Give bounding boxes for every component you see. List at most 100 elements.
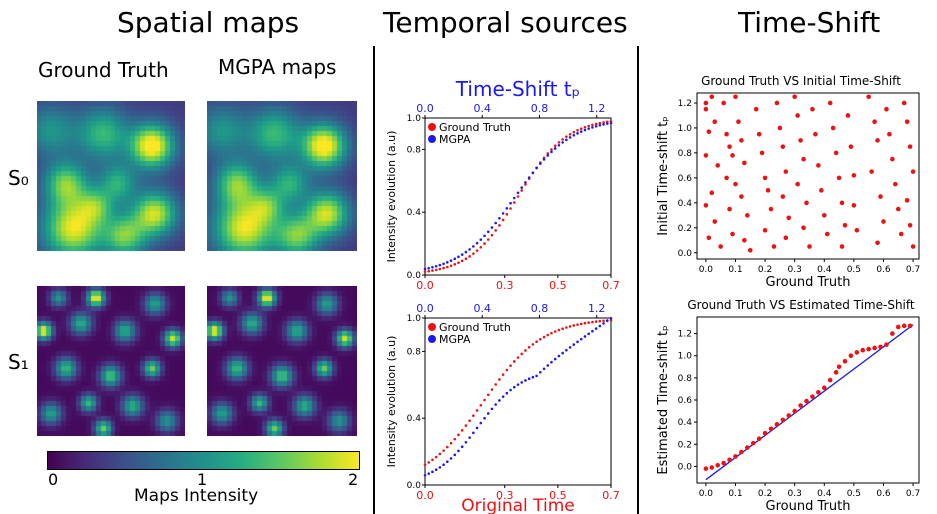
- data-point-ground-truth: [446, 265, 449, 269]
- data-point-ground-truth: [438, 452, 442, 456]
- data-point: [777, 125, 783, 131]
- y-tick-label: 1.2: [678, 99, 692, 109]
- x-tick-label: 0.3: [788, 489, 802, 499]
- data-point-mgpa: [468, 436, 471, 439]
- data-point-mgpa: [583, 128, 587, 132]
- plot-frame-ts-initial: [696, 92, 920, 260]
- data-point: [706, 129, 712, 134]
- data-point-mgpa: [438, 263, 442, 267]
- data-point-ground-truth: [472, 252, 475, 255]
- top-tick-label: 0.0: [416, 302, 434, 315]
- data-point: [875, 240, 880, 246]
- data-point-mgpa: [561, 351, 564, 355]
- data-point: [703, 106, 709, 112]
- data-point: [703, 153, 709, 158]
- data-point-mgpa: [438, 466, 442, 469]
- x-tick-label: 0.7: [602, 489, 620, 502]
- x-tick-label: 0.5: [549, 489, 567, 502]
- colorbar-tick-1: 1: [197, 470, 208, 489]
- data-point-ground-truth: [594, 122, 598, 126]
- data-point: [813, 131, 818, 137]
- ground-truth-column-title: Ground Truth: [38, 58, 169, 82]
- data-point-ground-truth: [565, 326, 568, 329]
- data-point: [816, 163, 821, 168]
- data-point-ground-truth: [561, 138, 564, 141]
- data-point: [836, 175, 842, 181]
- data-point-ground-truth: [427, 461, 431, 464]
- heatmap-ground-truth-s1: [37, 286, 185, 436]
- data-point-ground-truth: [605, 120, 609, 124]
- data-point-ground-truth: [446, 445, 449, 449]
- x-tick-label: 0.7: [906, 265, 920, 275]
- x-tick-label: 0.1: [728, 265, 742, 275]
- data-point: [887, 131, 892, 137]
- data-point-ground-truth: [457, 433, 460, 437]
- data-point: [712, 119, 718, 125]
- data-point-mgpa: [427, 472, 431, 475]
- data-point-ground-truth: [602, 319, 605, 323]
- data-point-ground-truth: [524, 183, 527, 186]
- data-point: [715, 163, 721, 168]
- data-point: [833, 150, 839, 156]
- data-point-mgpa: [576, 340, 579, 344]
- data-point-ground-truth: [587, 321, 590, 324]
- data-point-mgpa: [472, 245, 475, 248]
- row-label-s0: S₀: [8, 166, 29, 190]
- data-point-ground-truth: [520, 352, 524, 356]
- data-point-ground-truth: [535, 340, 538, 343]
- temporal-sources-header: Temporal sources: [383, 6, 628, 39]
- data-point: [839, 200, 845, 206]
- data-point-mgpa: [486, 412, 490, 415]
- data-point: [747, 247, 753, 253]
- y-tick-label: 0.6: [678, 396, 693, 406]
- x-tick-label: 0.0: [699, 489, 714, 499]
- x-tick-label: 0.3: [788, 265, 802, 275]
- data-point-mgpa: [598, 123, 602, 127]
- data-point: [907, 323, 913, 329]
- colorbar-tick-0: 0: [48, 470, 59, 489]
- x-tick-label: 0.5: [847, 265, 861, 275]
- data-point-mgpa: [509, 201, 512, 205]
- data-point-ground-truth: [512, 360, 516, 363]
- data-point: [898, 231, 904, 237]
- data-point: [904, 119, 910, 125]
- data-point-ground-truth: [434, 268, 438, 272]
- data-point: [836, 364, 842, 370]
- data-point: [821, 385, 827, 391]
- data-point-mgpa: [464, 250, 468, 254]
- data-point: [745, 213, 750, 218]
- data-point: [842, 358, 848, 364]
- data-point-mgpa: [490, 226, 494, 229]
- data-point-ground-truth: [572, 130, 576, 134]
- colorbar: [47, 451, 360, 470]
- x-tick-label: 0.2: [758, 265, 772, 275]
- data-point-mgpa: [434, 264, 438, 268]
- time-shift-header: Time-Shift: [738, 6, 881, 39]
- data-point-mgpa: [512, 196, 516, 200]
- data-point: [733, 454, 738, 459]
- data-point-mgpa: [553, 357, 557, 361]
- data-point-mgpa: [453, 453, 457, 457]
- data-point: [907, 144, 913, 149]
- data-point: [774, 422, 780, 427]
- x-tick-label: 0.2: [758, 489, 772, 499]
- data-point-ground-truth: [557, 141, 561, 144]
- data-point-ground-truth: [449, 264, 453, 268]
- data-point-ground-truth: [438, 267, 442, 271]
- data-point: [750, 440, 756, 446]
- y-tick-label: 0.8: [407, 347, 422, 357]
- y-tick-label: 0.4: [678, 418, 693, 428]
- data-point: [718, 244, 723, 249]
- top-tick-label: 0.8: [531, 102, 549, 115]
- data-point-ground-truth: [442, 449, 445, 452]
- data-point-mgpa: [427, 266, 431, 270]
- data-point-mgpa: [434, 468, 438, 472]
- data-point-mgpa: [591, 329, 594, 333]
- data-point-ground-truth: [431, 458, 434, 462]
- data-point-mgpa: [494, 221, 497, 225]
- data-point-mgpa: [512, 385, 516, 389]
- data-point-mgpa: [431, 470, 434, 474]
- x-axis-label: Original Time: [461, 496, 575, 514]
- legend-label: Ground Truth: [439, 121, 511, 134]
